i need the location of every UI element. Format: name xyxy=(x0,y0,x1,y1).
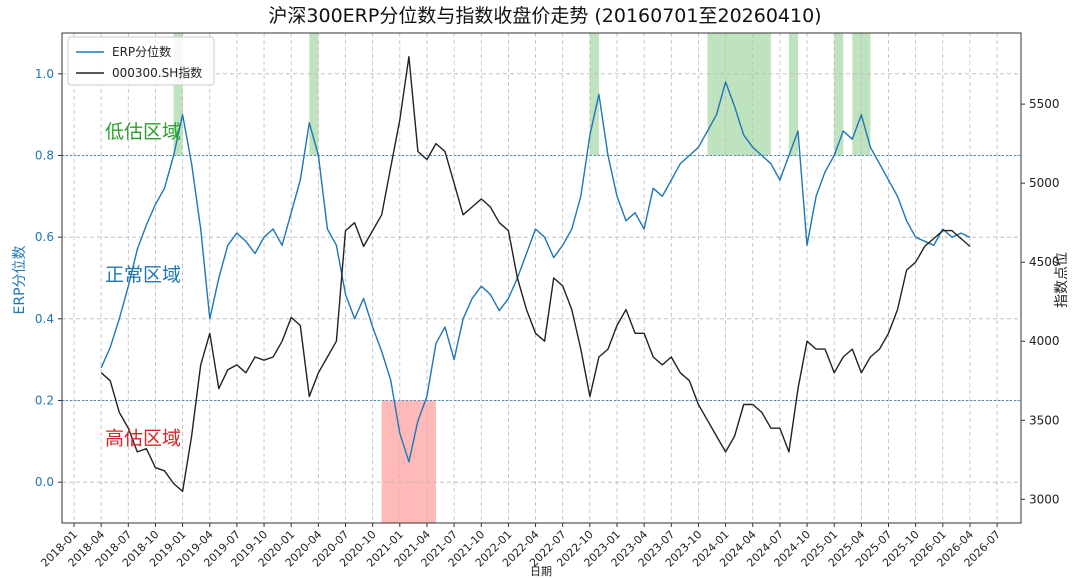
right-y-tick-label: 4000 xyxy=(1029,334,1060,348)
chart-title: 沪深300ERP分位数与指数收盘价走势 (20160701至20260410) xyxy=(268,5,821,27)
right-y-tick-label: 4500 xyxy=(1029,255,1060,269)
low-valuation-band xyxy=(589,33,599,156)
left-y-tick-label: 0.0 xyxy=(35,475,54,489)
legend-erp-label: ERP分位数 xyxy=(112,44,171,59)
x-axis-label: 日期 xyxy=(530,565,552,578)
left-y-tick-label: 0.2 xyxy=(35,394,54,408)
index-close-line xyxy=(100,56,971,493)
low-valuation-zone-label: 低估区域 xyxy=(105,121,181,143)
right-y-tick-label: 3000 xyxy=(1029,492,1060,506)
low-valuation-band xyxy=(707,33,771,156)
erp-percentile-line xyxy=(100,81,971,463)
low-valuation-band xyxy=(834,33,844,156)
low-valuation-band xyxy=(173,33,183,156)
right-y-tick-label: 5000 xyxy=(1029,176,1060,190)
low-valuation-band xyxy=(788,33,798,156)
left-y-tick-label: 0.4 xyxy=(35,312,54,326)
right-y-ticks: 3000 3500 4000 4500 5000 5500 xyxy=(1021,97,1060,506)
legend-index-label: 000300.SH指数 xyxy=(112,65,202,80)
grid-lines xyxy=(62,33,1021,523)
high-valuation-zone-label: 高估区域 xyxy=(105,427,181,449)
left-y-ticks: 0.0 0.2 0.4 0.6 0.8 1.0 xyxy=(35,67,62,489)
right-y-tick-label: 3500 xyxy=(1029,413,1060,427)
left-y-tick-label: 0.6 xyxy=(35,230,54,244)
legend: ERP分位数 000300.SH指数 xyxy=(67,36,215,86)
left-y-axis-label: ERP分位数 xyxy=(12,245,28,314)
right-y-tick-label: 5500 xyxy=(1029,97,1060,111)
left-y-tick-label: 1.0 xyxy=(35,67,54,81)
data-series xyxy=(100,56,971,493)
legend-box xyxy=(67,36,215,86)
left-y-tick-label: 0.8 xyxy=(35,149,54,163)
low-valuation-band xyxy=(309,33,319,156)
right-y-axis-label: 指数点位 xyxy=(1054,252,1070,308)
normal-zone-label: 正常区域 xyxy=(105,264,181,286)
plot-frame xyxy=(61,32,1022,524)
